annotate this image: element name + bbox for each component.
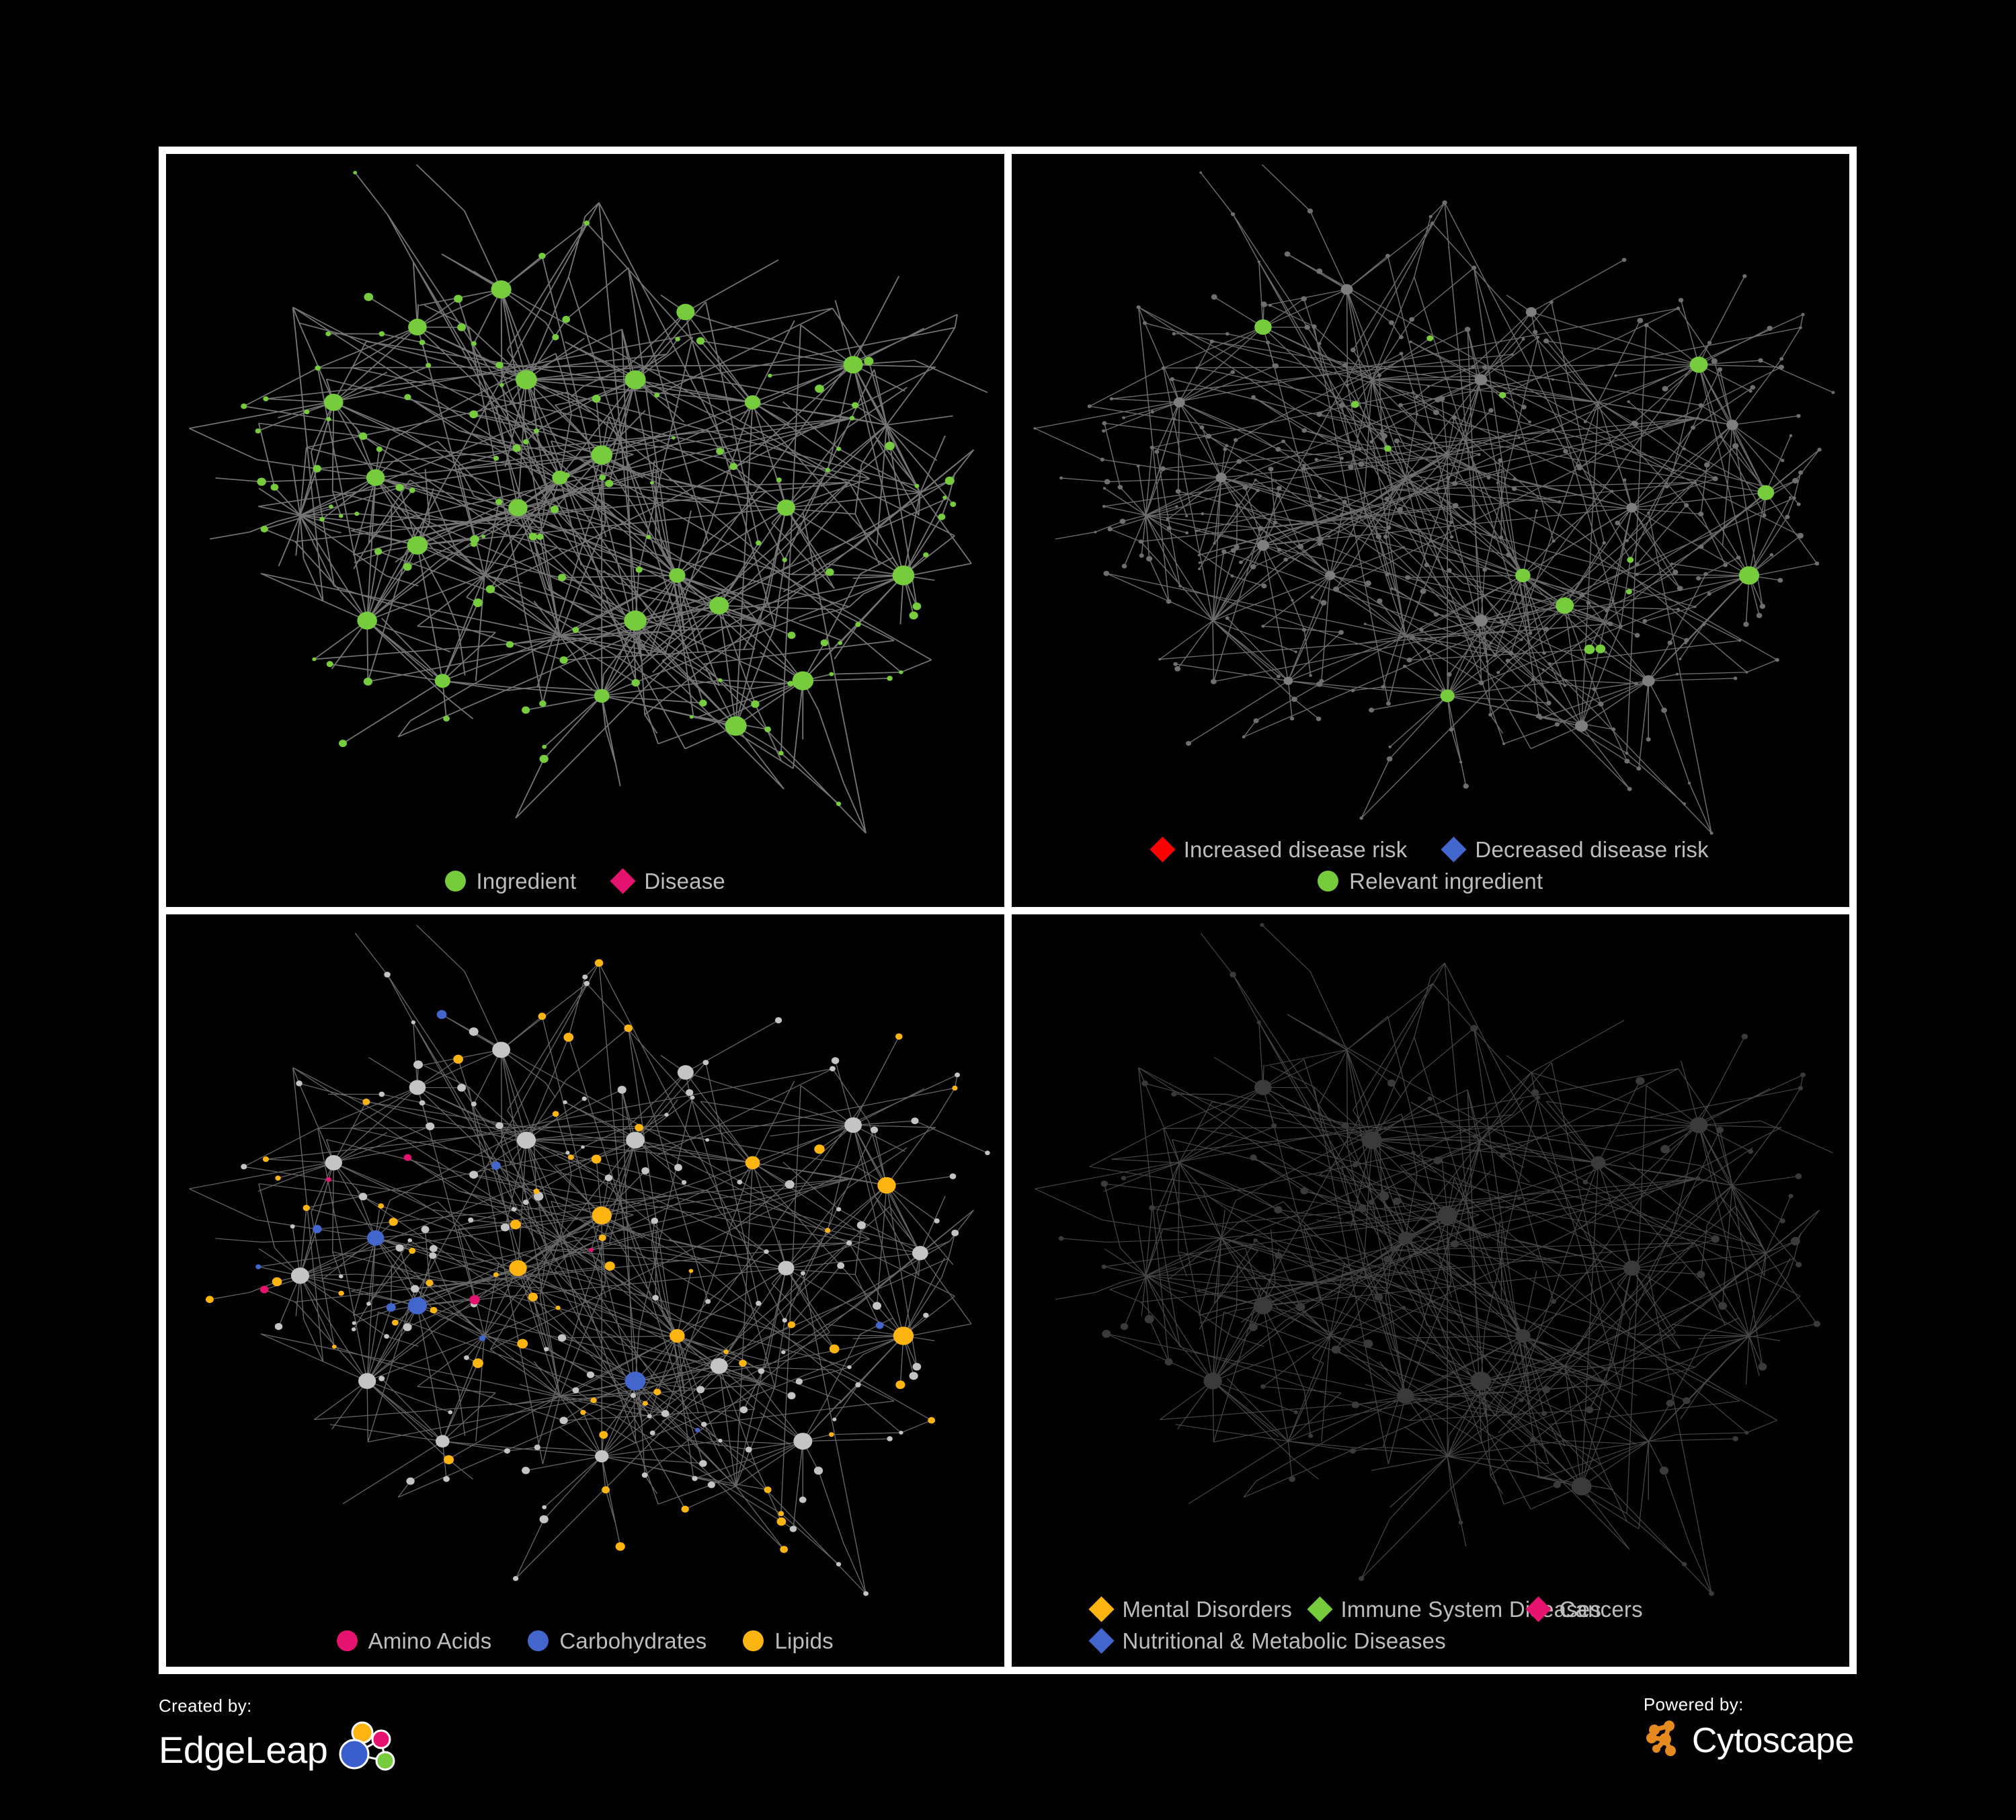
legend-label-ingredient: Ingredient	[476, 868, 577, 894]
increased-risk-diamond-icon	[1150, 836, 1176, 863]
panel-disease-class-network[interactable]: Mental Disorders Immune System Diseases …	[1011, 914, 1850, 1667]
cytoscape-logo-icon	[1644, 1718, 1685, 1763]
decreased-risk-diamond-icon	[1441, 836, 1467, 863]
legend-panel-4: Mental Disorders Immune System Diseases …	[1012, 1596, 1850, 1654]
disease-diamond-icon	[610, 867, 636, 894]
powered-by-label: Powered by:	[1643, 1694, 1744, 1714]
cytoscape-wordmark: Cytoscape	[1691, 1720, 1855, 1760]
cytoscape-brand[interactable]: Powered by:	[1643, 1694, 1855, 1763]
carbohydrates-circle-icon	[528, 1630, 549, 1651]
legend-item-mental-disorders[interactable]: Mental Disorders	[1088, 1596, 1309, 1622]
legend-label-decreased-risk: Decreased disease risk	[1475, 836, 1709, 862]
legend-item-cancers[interactable]: Cancers	[1525, 1596, 1746, 1622]
legend-panel-1: Ingredient Disease	[166, 867, 1004, 894]
metabolic-diseases-diamond-icon	[1088, 1628, 1115, 1654]
mental-disorders-diamond-icon	[1088, 1596, 1115, 1622]
legend-label-disease: Disease	[644, 868, 725, 894]
legend-item-immune-system-diseases[interactable]: Immune System Diseases	[1306, 1596, 1601, 1622]
lipids-circle-icon	[743, 1630, 764, 1651]
legend-item-relevant-ingredient[interactable]: Relevant ingredient	[1318, 870, 1543, 892]
legend-item-metabolic-diseases[interactable]: Nutritional & Metabolic Diseases	[1088, 1628, 1446, 1654]
legend-label-mental-disorders: Mental Disorders	[1122, 1597, 1293, 1622]
cancers-diamond-icon	[1525, 1596, 1551, 1622]
legend-label-lipids: Lipids	[774, 1628, 834, 1653]
legend-label-cancers: Cancers	[1559, 1597, 1643, 1622]
amino-acids-circle-icon	[336, 1630, 358, 1651]
created-by-label: Created by:	[159, 1696, 252, 1716]
figure-panel-grid: Ingredient Disease Increased disease ris…	[159, 147, 1857, 1674]
legend-label-amino-acids: Amino Acids	[368, 1628, 492, 1653]
network-canvas-2[interactable]	[1012, 154, 1850, 907]
legend-item-decreased-risk[interactable]: Decreased disease risk	[1441, 836, 1709, 863]
network-canvas-3[interactable]	[166, 914, 1004, 1667]
edgeleap-brand[interactable]: Created by: EdgeLeap	[159, 1696, 399, 1780]
legend-item-carbohydrates[interactable]: Carbohydrates	[528, 1630, 707, 1652]
legend-item-disease[interactable]: Disease	[610, 867, 725, 894]
legend-label-immune-system-diseases: Immune System Diseases	[1340, 1597, 1602, 1622]
legend-panel-2: Increased disease risk Decreased disease…	[1012, 836, 1850, 892]
network-canvas-4[interactable]	[1012, 914, 1850, 1667]
legend-label-relevant-ingredient: Relevant ingredient	[1349, 868, 1543, 894]
legend-panel-3: Amino Acids Carbohydrates Lipids	[166, 1630, 1004, 1652]
immune-system-diseases-diamond-icon	[1306, 1596, 1333, 1622]
edgeleap-wordmark: EdgeLeap	[159, 1728, 328, 1771]
legend-label-metabolic-diseases: Nutritional & Metabolic Diseases	[1122, 1628, 1446, 1653]
legend-label-carbohydrates: Carbohydrates	[559, 1628, 707, 1653]
panel-ingredient-class-network[interactable]: Amino Acids Carbohydrates Lipids	[166, 914, 1004, 1667]
panel-ingredient-disease-network[interactable]: Ingredient Disease	[166, 154, 1004, 907]
legend-item-lipids[interactable]: Lipids	[743, 1628, 834, 1653]
ingredient-circle-icon	[444, 870, 466, 892]
figure-footer: Created by: EdgeLeap Powered by:	[159, 1681, 1857, 1809]
legend-label-increased-risk: Increased disease risk	[1183, 836, 1408, 862]
legend-item-increased-risk[interactable]: Increased disease risk	[1150, 836, 1408, 863]
edgeleap-network-logo-icon	[334, 1719, 399, 1780]
panel-disease-risk-network[interactable]: Increased disease risk Decreased disease…	[1011, 154, 1850, 907]
relevant-ingredient-circle-icon	[1318, 870, 1339, 892]
legend-item-ingredient[interactable]: Ingredient	[444, 868, 577, 894]
network-canvas-1[interactable]	[166, 154, 1004, 907]
legend-item-amino-acids[interactable]: Amino Acids	[336, 1628, 492, 1653]
